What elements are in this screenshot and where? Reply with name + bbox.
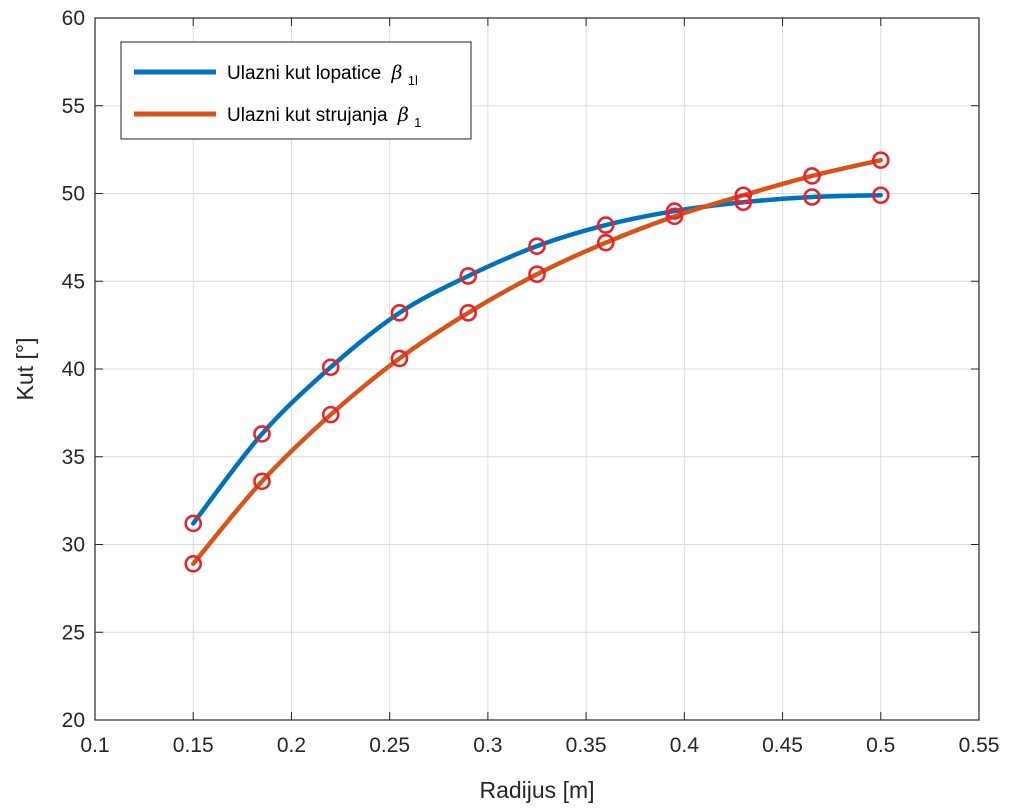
data-point-marker	[734, 193, 753, 212]
data-point-marker	[528, 265, 546, 284]
x-tick-label: 0.45	[762, 734, 803, 757]
data-point-marker	[184, 555, 203, 573]
y-tick-label: 35	[62, 446, 85, 469]
data-point-marker	[321, 405, 340, 424]
data-point-marker	[390, 304, 409, 322]
data-point-marker	[528, 237, 546, 255]
y-tick-label: 45	[62, 270, 85, 293]
y-tick-label: 50	[62, 183, 85, 206]
data-point-marker	[459, 304, 478, 322]
data-point-marker	[184, 514, 203, 533]
legend-label-1: Ulazni kut strujanja	[227, 105, 388, 126]
x-tick-label: 0.1	[80, 734, 109, 757]
legend-symbol-1: β	[397, 104, 409, 126]
data-point-marker	[665, 202, 684, 220]
series-line-1	[190, 157, 884, 567]
y-axis-label: Kut [°]	[12, 338, 38, 401]
legend-subscript-0: 1l	[408, 73, 418, 88]
x-tick-label: 0.55	[959, 734, 1000, 757]
y-tick-label: 25	[62, 621, 85, 644]
x-tick-label: 0.35	[566, 734, 607, 757]
data-point-marker	[390, 349, 409, 368]
data-point-marker	[734, 186, 753, 205]
x-tick-label: 0.2	[277, 734, 306, 757]
legend-entry-1: Ulazni kut strujanja β 1	[227, 104, 421, 130]
y-axis-ticks: 20 25 30 35 40 45 50 55 60	[62, 7, 979, 732]
y-tick-label: 40	[62, 358, 85, 381]
legend-label-0: Ulazni kut lopatice	[227, 63, 381, 84]
legend-entry-0: Ulazni kut lopatice β 1l	[227, 62, 418, 88]
data-point-marker	[665, 207, 684, 226]
data-point-marker	[253, 472, 271, 491]
data-point-marker	[253, 425, 271, 443]
legend: Ulazni kut lopatice β 1l Ulazni kut stru…	[120, 41, 472, 140]
data-point-marker	[596, 233, 615, 252]
x-tick-label: 0.25	[369, 734, 410, 757]
x-axis-ticks: 0.1 0.15 0.2 0.25 0.3 0.35 0.4 0.45 0.5 0.55	[80, 18, 999, 757]
x-tick-label: 0.5	[866, 734, 895, 757]
y-tick-label: 55	[62, 95, 85, 118]
y-tick-label: 60	[62, 7, 85, 30]
legend-symbol-0: β	[390, 62, 402, 84]
y-tick-label: 30	[62, 534, 85, 557]
data-point-marker	[803, 167, 821, 185]
x-axis-label: Radijus [m]	[479, 777, 594, 803]
data-point-marker	[459, 267, 478, 285]
x-tick-label: 0.15	[173, 734, 214, 757]
x-tick-label: 0.3	[473, 734, 502, 757]
data-point-marker	[803, 188, 821, 206]
data-markers	[184, 151, 890, 573]
x-tick-label: 0.4	[670, 734, 700, 757]
data-point-marker	[871, 186, 890, 205]
data-point-marker	[871, 151, 890, 169]
y-tick-label: 20	[62, 709, 85, 732]
legend-box	[120, 41, 472, 140]
data-point-marker	[596, 216, 615, 234]
legend-subscript-1: 1	[414, 115, 421, 130]
data-point-marker	[321, 358, 340, 377]
